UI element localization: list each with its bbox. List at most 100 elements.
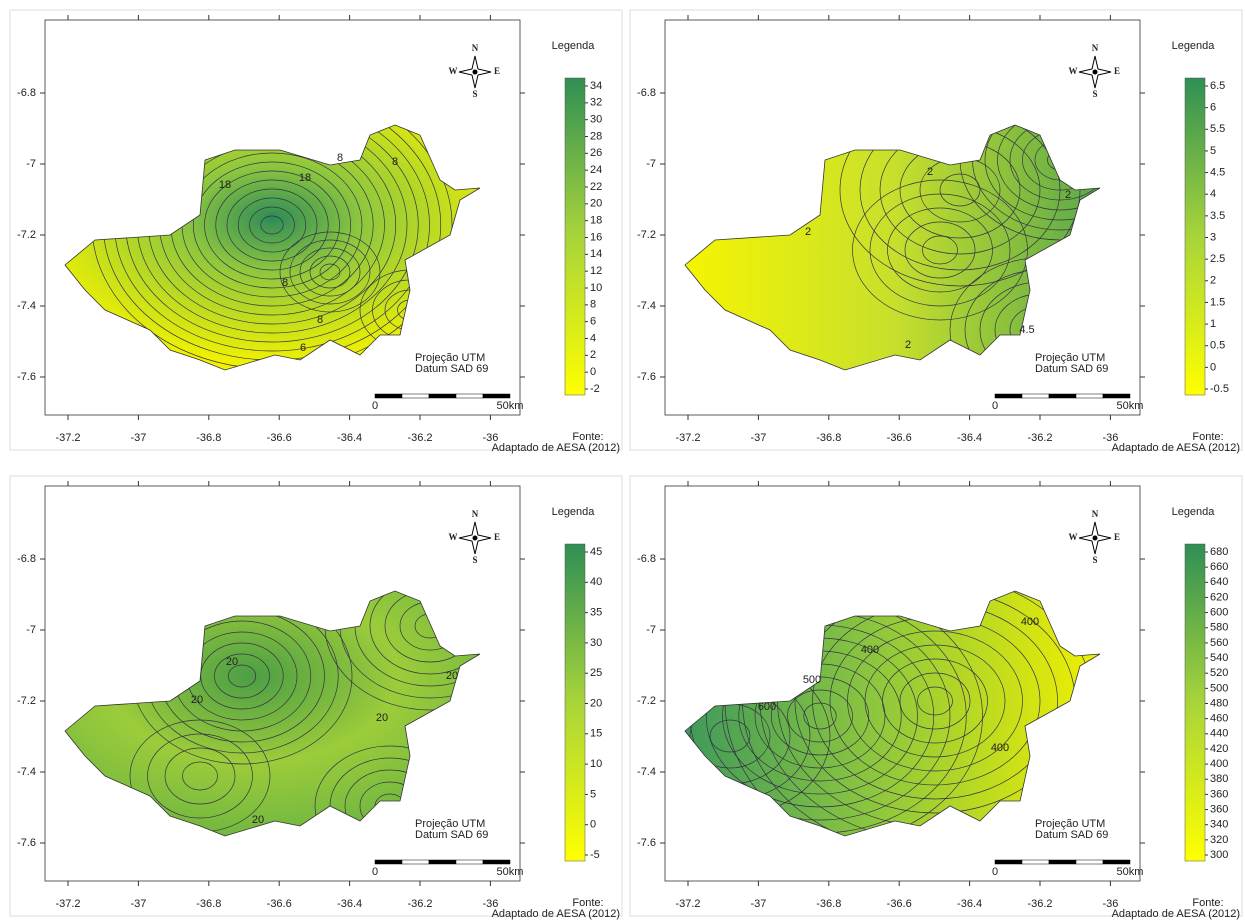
contour-label: 20 — [376, 712, 388, 724]
contour-line — [899, 672, 971, 730]
scale-segment — [1075, 859, 1104, 865]
scale-start: 0 — [372, 400, 378, 412]
map-frame — [44, 485, 521, 882]
x-tick-label: -36.4 — [337, 432, 362, 444]
scale-end: 50km — [497, 400, 524, 412]
legend-tick-label: 30 — [590, 637, 602, 649]
scale-segment — [482, 859, 511, 865]
contour-line — [685, 591, 983, 836]
legend-tick-label: 24 — [590, 164, 602, 176]
legend-tick-label: 10 — [590, 758, 602, 770]
legend-tick-label: 2.5 — [1210, 253, 1225, 265]
projection: Projeção UTM — [415, 352, 485, 364]
legend-tick-label: 2 — [590, 349, 596, 361]
legend-tick-label: 580 — [1210, 622, 1228, 634]
region — [64, 124, 481, 371]
legend-bar — [1184, 77, 1206, 396]
contour-line — [869, 193, 1011, 307]
legend-tick-label: 34 — [590, 80, 602, 92]
scale-segment — [374, 393, 403, 399]
scale-segment — [1021, 393, 1050, 399]
legend-tick-label: 660 — [1210, 561, 1228, 573]
contour-line — [249, 206, 295, 244]
legend-tick-label: 20 — [590, 697, 602, 709]
compass-center — [472, 69, 478, 75]
legend-title: Legenda — [1172, 506, 1216, 518]
legend-tick-label: -2 — [590, 383, 600, 395]
contour-line — [709, 719, 751, 753]
legend-tick-label: 18 — [590, 215, 602, 227]
contour-label: 20 — [446, 670, 458, 682]
legend-tick-label: 640 — [1210, 576, 1228, 588]
map-panel: 18 18 8 8 8 8 6 -37.2 -37 -36.8 -36.6 -36.4 -36.2 -36… — [9, 9, 623, 454]
compass-n: N — [472, 43, 479, 53]
y-tick-label: -7.4 — [637, 766, 656, 778]
x-tick-label: -37.2 — [675, 432, 700, 444]
legend-tick-label: 10 — [590, 282, 602, 294]
legend-title: Legenda — [552, 40, 596, 52]
x-tick-label: -37 — [130, 432, 146, 444]
scale-segment — [994, 859, 1023, 865]
contour-label: 18 — [219, 179, 231, 191]
x-tick-label: -36 — [1102, 432, 1118, 444]
contour-line — [182, 761, 218, 791]
contour-line — [882, 658, 988, 744]
legend-tick-label: 8 — [590, 299, 596, 311]
contour-label: 400 — [861, 644, 879, 656]
x-tick-label: -36.6 — [887, 432, 912, 444]
y-tick-label: -7.6 — [637, 837, 656, 849]
contour-label: 2 — [927, 166, 933, 178]
x-tick-label: -36.4 — [957, 432, 982, 444]
legend-bar — [564, 77, 586, 396]
legend-tick-label: 6.5 — [1210, 80, 1225, 92]
source-label: Fonte: — [1192, 431, 1223, 443]
panel-border — [9, 9, 623, 451]
contour-label: 8 — [392, 156, 398, 168]
y-tick-label: -7.4 — [17, 766, 36, 778]
x-tick-label: -37 — [750, 898, 766, 910]
legend-tick-label: 6 — [1210, 102, 1216, 114]
legend-tick-label: 35 — [590, 607, 602, 619]
compass-s: S — [472, 555, 477, 565]
x-tick-label: -37 — [750, 432, 766, 444]
compass-s: S — [472, 89, 477, 99]
scale-segment — [1048, 859, 1077, 865]
x-tick-label: -36.4 — [957, 898, 982, 910]
compass-w: W — [449, 66, 458, 76]
y-tick-label: -6.8 — [17, 553, 36, 565]
x-tick-label: -36.8 — [196, 898, 221, 910]
panel-border — [629, 475, 1243, 917]
scale-end: 50km — [497, 866, 524, 878]
compass-center — [1092, 535, 1098, 541]
legend-tick-label: 22 — [590, 181, 602, 193]
scale-end: 50km — [1117, 866, 1144, 878]
contour-line — [204, 170, 340, 280]
x-tick-label: -37.2 — [55, 432, 80, 444]
x-tick-label: -36.8 — [816, 898, 841, 910]
contour-line — [859, 125, 1061, 271]
legend-tick-label: 600 — [1210, 607, 1228, 619]
legend-tick-label: 5.5 — [1210, 123, 1225, 135]
contour-label: 18 — [299, 172, 311, 184]
contour-line — [939, 173, 981, 207]
contour-line — [164, 747, 236, 805]
x-tick-label: -36.2 — [407, 432, 432, 444]
x-tick-label: -36.6 — [267, 898, 292, 910]
contour-label: 20 — [191, 694, 203, 706]
legend-tick-label: 12 — [590, 265, 602, 277]
contour-line — [917, 686, 953, 716]
region — [64, 590, 481, 837]
x-tick-label: -36.2 — [1027, 432, 1052, 444]
contour-line — [200, 642, 284, 710]
legend-tick-label: 25 — [590, 667, 602, 679]
contour-line — [147, 733, 253, 819]
scale-segment — [428, 859, 457, 865]
compass-s: S — [1092, 89, 1097, 99]
legend-tick-label: 30 — [590, 114, 602, 126]
legend-tick-label: 40 — [590, 576, 602, 588]
compass-n: N — [472, 509, 479, 519]
legend-tick-label: 500 — [1210, 682, 1228, 694]
x-tick-label: -36 — [482, 432, 498, 444]
